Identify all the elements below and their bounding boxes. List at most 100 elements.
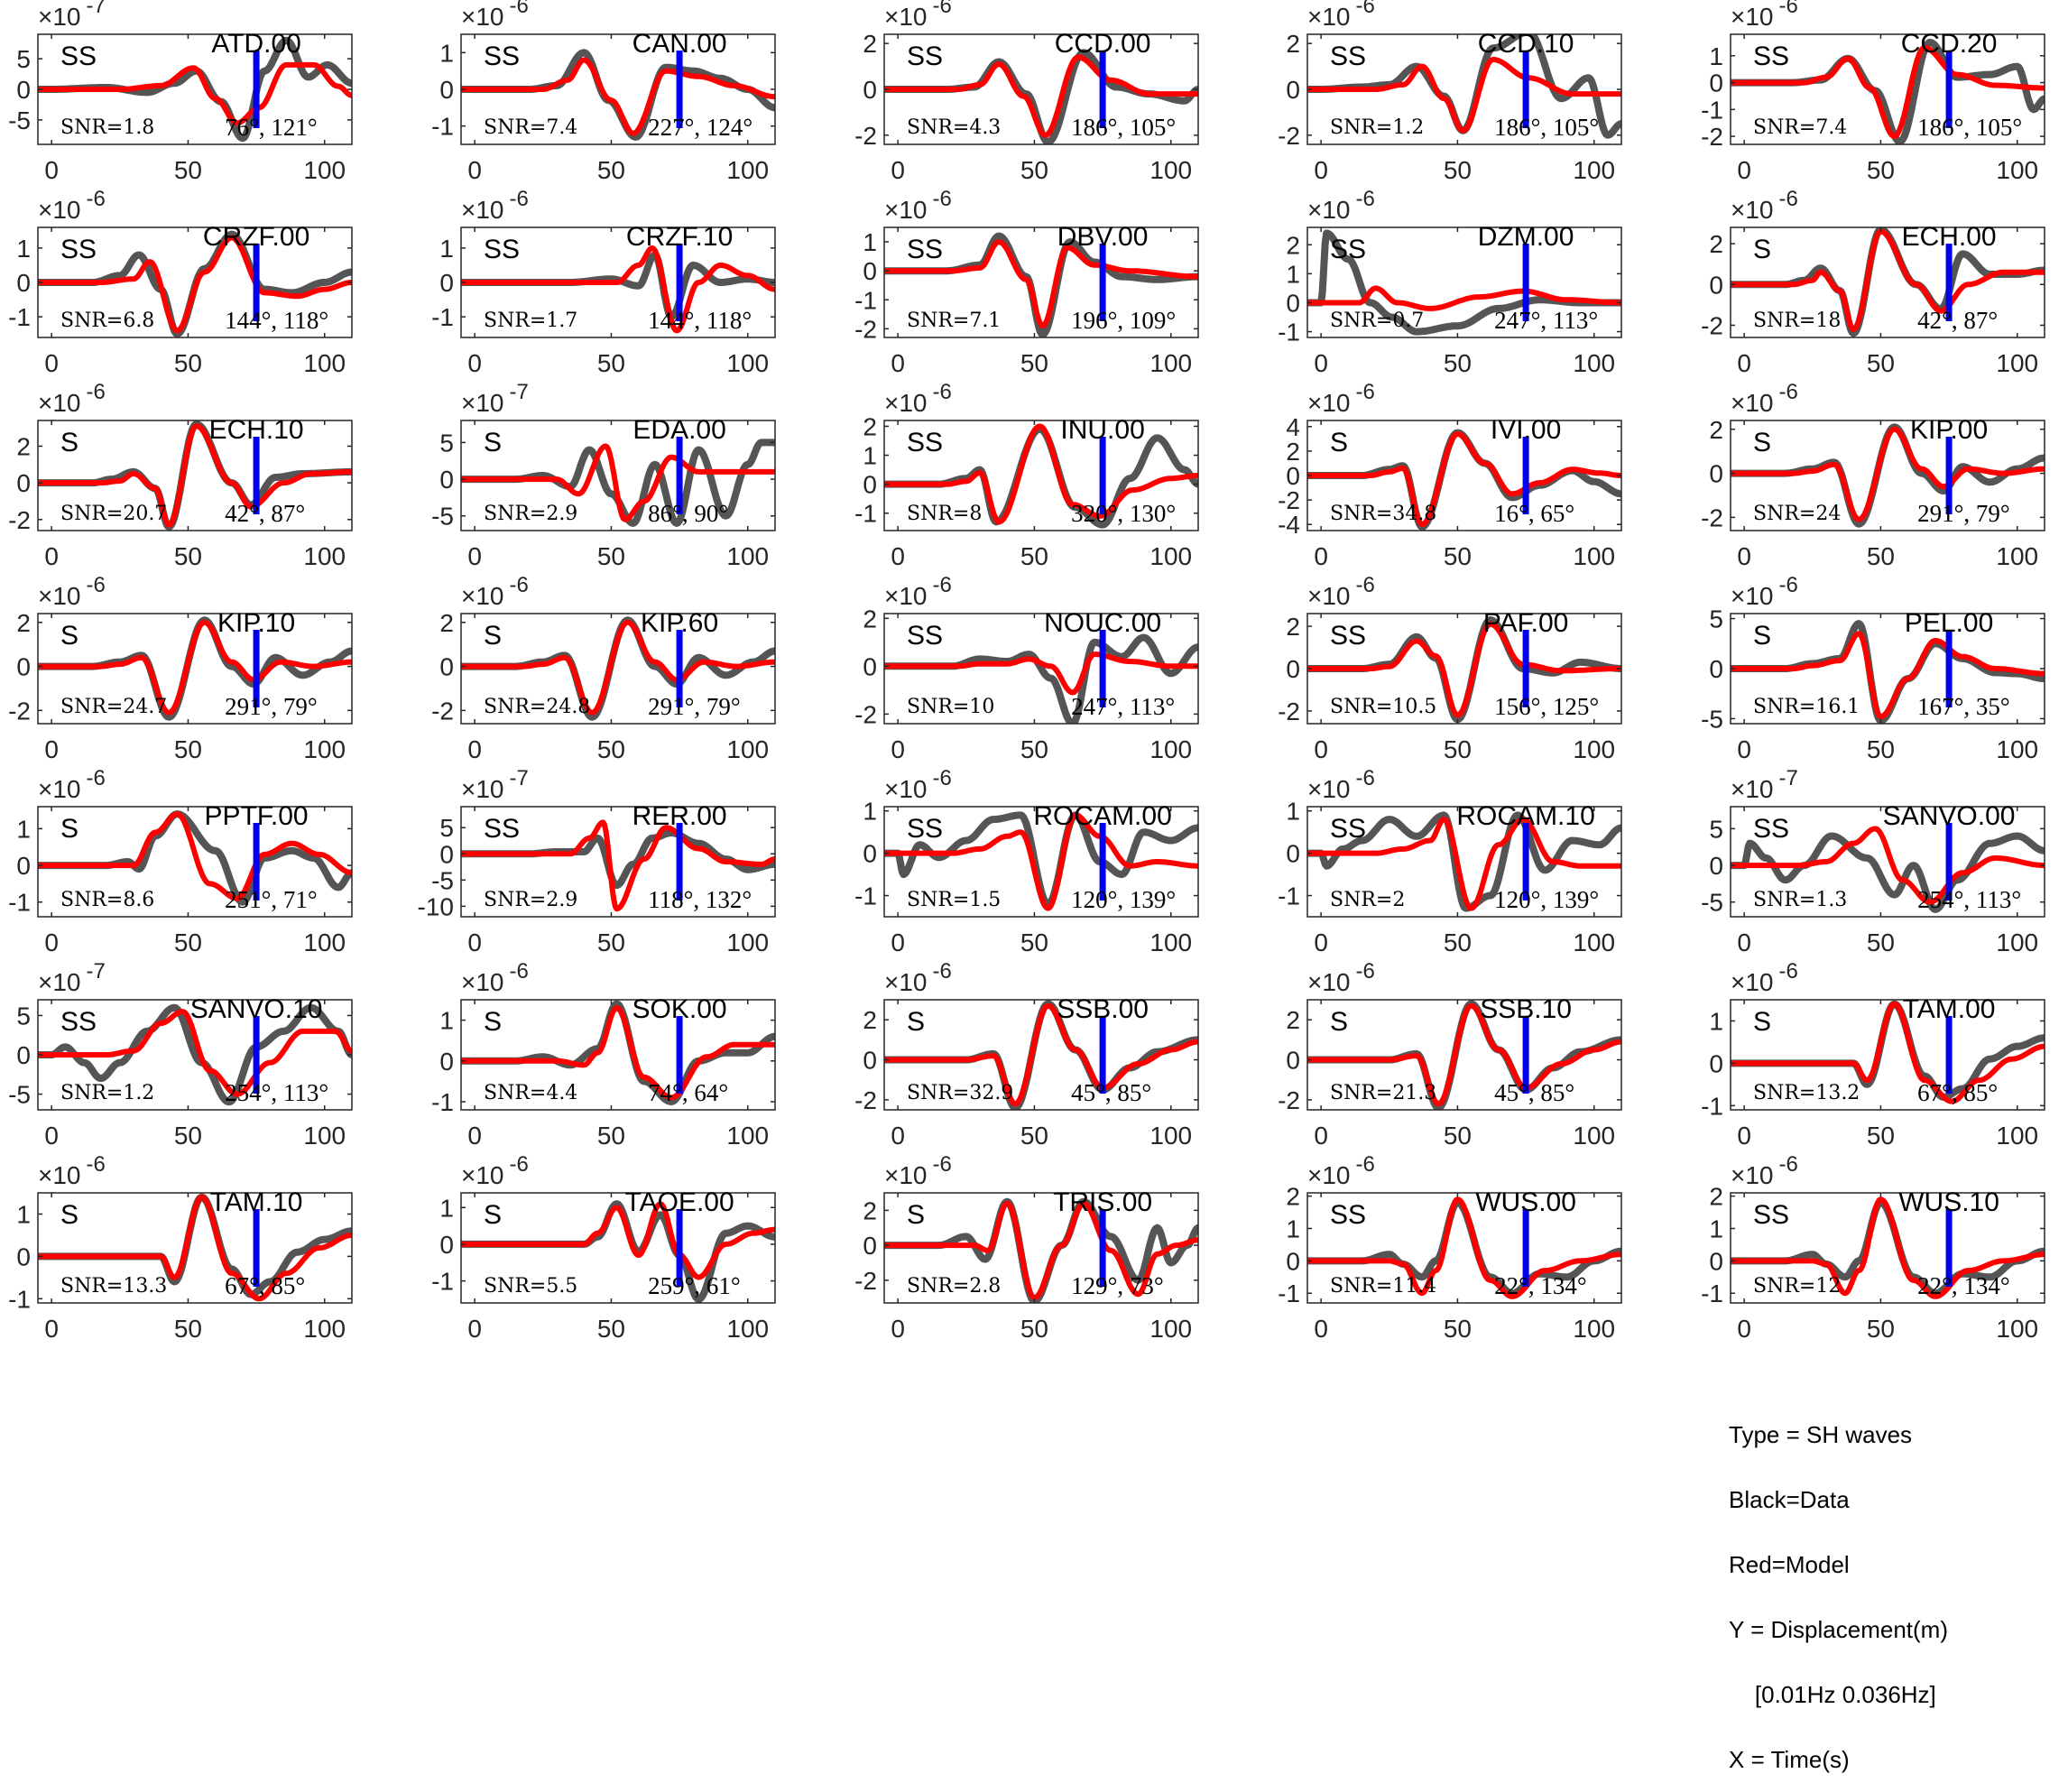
x-tick-label: 0 — [467, 1315, 482, 1343]
x-tick-label: 0 — [1737, 349, 1751, 377]
y-tick-label: -2 — [431, 697, 454, 725]
waveform-traces — [461, 245, 775, 334]
azimuth-label: 86°, 90° — [648, 500, 728, 527]
waveform-traces — [1307, 1000, 1621, 1110]
waveform-panel-ech-10: 0 50 100 2 0 -2 ×10 -6 S ECH.10 SNR=20.7 42°, 87° — [8, 380, 353, 570]
y-tick-label: 5 — [16, 45, 31, 73]
x-tick-label: 0 — [467, 735, 482, 763]
y-tick-label: 5 — [439, 814, 454, 842]
model-trace — [1731, 1196, 2045, 1299]
station-label: ECH.00 — [1902, 222, 1997, 252]
snr-label: SNR=5.5 — [484, 1275, 577, 1298]
y-tick-label: 0 — [16, 1242, 31, 1270]
y-tick-label: 1 — [439, 39, 454, 67]
axes-box — [1730, 33, 2045, 145]
x-tick-label: 100 — [726, 1315, 769, 1343]
y-tick-label: -1 — [1278, 882, 1300, 910]
y-exponent-label: ×10 -6 — [38, 187, 106, 224]
phase-label: SS — [1753, 814, 1789, 844]
x-tick-label: 0 — [1314, 542, 1328, 570]
waveform-panel-tam-00: 0 50 100 1 0 -1 ×10 -6 S TAM.00 SNR=13.2 67°, 85° — [1701, 959, 2045, 1150]
snr-label: SNR=1.2 — [1330, 116, 1424, 139]
axes-box — [883, 420, 1199, 531]
x-tick-label: 50 — [1444, 1122, 1472, 1150]
model-trace — [884, 812, 1198, 911]
x-tick-label: 50 — [174, 735, 202, 763]
axes-box — [883, 613, 1199, 725]
y-tick-label: -5 — [8, 106, 31, 134]
x-tick-label: 50 — [1444, 1315, 1472, 1343]
azimuth-label: 120°, 139° — [1071, 886, 1176, 913]
snr-label: SNR=24.8 — [484, 696, 590, 718]
station-label: INU.00 — [1060, 415, 1144, 445]
phase-label: S — [60, 1200, 78, 1230]
waveform-traces — [1307, 229, 1621, 336]
y-exponent-label: ×10 -6 — [1731, 573, 1798, 610]
waveform-traces — [461, 439, 775, 527]
waveform-traces — [38, 36, 352, 143]
x-tick-label: 100 — [303, 1315, 346, 1343]
axes-box — [460, 806, 776, 918]
y-tick-label: 0 — [1286, 840, 1300, 868]
phase-label: SS — [484, 42, 520, 71]
axes-box — [1730, 1192, 2045, 1304]
y-tick-label: 0 — [863, 652, 877, 680]
station-label: ROCAM.00 — [1033, 801, 1171, 831]
phase-label: SS — [907, 814, 943, 844]
waveform-traces — [884, 633, 1198, 724]
azimuth-label: 22°, 134° — [1917, 1272, 2010, 1299]
axes-box — [37, 420, 353, 531]
y-tick-label: 0 — [863, 76, 877, 104]
y-tick-label: -1 — [431, 1268, 454, 1296]
legend-filter: [0.01Hz 0.036Hz] — [1729, 1681, 1936, 1708]
snr-label: SNR=10 — [907, 696, 994, 718]
snr-label: SNR=2 — [1330, 889, 1405, 911]
snr-label: SNR=4.4 — [484, 1082, 577, 1104]
y-tick-label: 2 — [1286, 231, 1300, 259]
axes-box — [1730, 226, 2045, 338]
x-tick-label: 50 — [1444, 735, 1472, 763]
azimuth-label: 129°, 73° — [1071, 1272, 1164, 1299]
y-tick-label: 1 — [1709, 1007, 1723, 1035]
phase-label: SS — [484, 814, 520, 844]
model-trace — [884, 1002, 1198, 1107]
y-tick-label: 5 — [1709, 605, 1723, 633]
snr-label: SNR=1.3 — [1753, 889, 1847, 911]
y-exponent-label: ×10 -6 — [884, 0, 952, 31]
x-tick-label: 0 — [1314, 156, 1328, 184]
y-tick-label: -2 — [1278, 697, 1300, 725]
model-trace — [461, 1201, 775, 1280]
station-label: CAN.00 — [632, 29, 727, 59]
y-tick-label: 2 — [863, 1006, 877, 1034]
station-label: SANVO.00 — [1883, 801, 2016, 831]
phase-label: SS — [907, 621, 943, 651]
waveform-traces — [461, 1000, 775, 1105]
x-tick-label: 100 — [1149, 542, 1192, 570]
data-trace — [1307, 811, 1621, 912]
azimuth-label: 196°, 109° — [1071, 307, 1176, 334]
y-tick-label: 0 — [1709, 1049, 1723, 1077]
model-trace — [38, 1194, 352, 1302]
waveform-traces — [884, 49, 1198, 144]
waveform-traces — [1307, 429, 1621, 531]
x-tick-label: 100 — [726, 1122, 769, 1150]
x-tick-label: 100 — [1996, 1315, 2038, 1343]
phase-label: S — [484, 428, 502, 457]
snr-label: SNR=0.7 — [1330, 309, 1424, 332]
x-tick-label: 0 — [1314, 1315, 1328, 1343]
x-tick-label: 50 — [1020, 1122, 1048, 1150]
y-tick-label: 1 — [439, 235, 454, 263]
x-tick-label: 0 — [1737, 1315, 1751, 1343]
azimuth-label: 254°, 113° — [1917, 886, 2021, 913]
y-tick-label: 0 — [1709, 1247, 1723, 1275]
model-trace — [1307, 57, 1621, 134]
station-label: ECH.10 — [209, 415, 304, 445]
model-trace — [1731, 1001, 2045, 1104]
waveform-panel-tam-10: 0 50 100 1 0 -1 ×10 -6 S TAM.10 SNR=13.3 67°, 85° — [8, 1152, 353, 1343]
station-label: RER.00 — [632, 801, 727, 831]
x-tick-label: 100 — [726, 542, 769, 570]
snr-label: SNR=8 — [907, 503, 982, 525]
azimuth-label: 251°, 71° — [225, 886, 318, 913]
phase-label: SS — [1330, 42, 1366, 71]
